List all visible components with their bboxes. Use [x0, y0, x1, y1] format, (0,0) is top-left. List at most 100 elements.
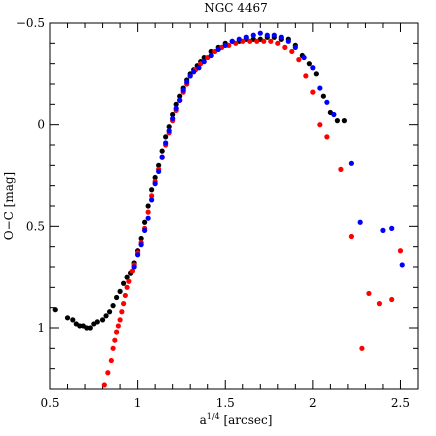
- data-points: [52, 30, 405, 388]
- data-point-black: [149, 187, 155, 193]
- data-point-red: [149, 193, 155, 199]
- data-point-black: [306, 61, 312, 67]
- data-point-blue: [159, 154, 165, 160]
- data-point-blue: [208, 52, 214, 59]
- data-point-blue: [292, 44, 298, 51]
- data-point-black: [94, 319, 100, 325]
- data-point-blue: [131, 264, 137, 270]
- data-point-black: [121, 280, 127, 286]
- data-point-red: [268, 38, 274, 44]
- data-point-blue: [191, 69, 197, 75]
- data-point-red: [376, 301, 383, 307]
- data-point-red: [126, 278, 132, 284]
- data-point-black: [163, 134, 169, 140]
- data-point-blue: [173, 105, 179, 111]
- y-tick-label: 0: [37, 118, 45, 132]
- data-point-red: [129, 268, 135, 274]
- data-point-blue: [317, 85, 323, 91]
- data-point-blue: [177, 97, 183, 103]
- data-point-black: [313, 71, 319, 77]
- data-point-blue: [170, 115, 176, 122]
- x-tick-label: 2: [309, 396, 317, 410]
- data-point-blue: [135, 252, 141, 258]
- x-tick-label: 0.5: [40, 396, 59, 410]
- data-point-blue: [145, 215, 151, 221]
- data-point-black: [341, 118, 347, 124]
- data-point-red: [247, 38, 253, 44]
- data-point-black: [106, 309, 113, 315]
- data-point-blue: [243, 34, 249, 40]
- data-point-red: [296, 57, 302, 63]
- data-point-blue: [138, 242, 144, 248]
- data-point-black: [145, 203, 151, 209]
- data-point-black: [64, 315, 71, 321]
- data-point-blue: [331, 111, 337, 118]
- y-tick-label: 1: [37, 321, 45, 335]
- data-point-red: [310, 89, 316, 95]
- data-point-black: [99, 317, 106, 323]
- data-point-red: [338, 166, 344, 172]
- data-point-blue: [348, 160, 355, 166]
- data-point-black: [70, 317, 76, 323]
- data-point-blue: [278, 34, 284, 40]
- data-point-blue: [324, 99, 330, 105]
- data-point-red: [145, 209, 151, 215]
- x-axis-label: a1/4 [arcsec]: [200, 412, 273, 427]
- data-point-red: [282, 44, 288, 51]
- data-point-red: [110, 345, 116, 351]
- data-point-blue: [250, 32, 256, 38]
- x-tick-label: 1: [134, 396, 142, 410]
- data-point-blue: [152, 181, 158, 187]
- data-point-black: [117, 288, 123, 294]
- data-point-red: [112, 337, 118, 343]
- data-point-blue: [166, 128, 172, 134]
- data-point-red: [119, 309, 125, 315]
- data-point-black: [113, 294, 120, 301]
- data-point-red: [275, 40, 281, 46]
- data-point-blue: [236, 36, 242, 42]
- data-point-red: [117, 317, 123, 323]
- data-point-black: [320, 93, 326, 99]
- data-point-black: [52, 307, 58, 313]
- x-axis-label-sup: 1/4: [207, 412, 220, 421]
- data-point-red: [397, 248, 404, 254]
- data-point-black: [156, 162, 162, 168]
- data-point-black: [110, 303, 116, 309]
- data-point-blue: [389, 225, 395, 231]
- data-point-blue: [301, 54, 307, 61]
- data-point-red: [113, 329, 120, 335]
- data-point-blue: [215, 46, 221, 53]
- data-point-red: [108, 357, 114, 364]
- data-point-blue: [380, 227, 386, 233]
- data-point-red: [254, 38, 260, 44]
- data-point-red: [115, 323, 121, 329]
- data-point-blue: [271, 32, 277, 38]
- x-tick-label: 2.5: [391, 396, 410, 410]
- data-point-blue: [285, 38, 291, 44]
- data-point-blue: [156, 168, 162, 175]
- x-tick-label: 1.5: [216, 396, 235, 410]
- data-point-blue: [196, 65, 202, 71]
- data-point-black: [87, 325, 93, 331]
- data-point-red: [105, 370, 111, 376]
- data-point-blue: [180, 87, 186, 93]
- data-point-black: [159, 148, 165, 154]
- data-point-blue: [201, 59, 207, 65]
- data-point-black: [173, 101, 179, 107]
- y-tick-label: 0.5: [26, 219, 45, 233]
- data-point-red: [124, 284, 130, 290]
- data-point-black: [177, 93, 183, 99]
- data-point-blue: [357, 219, 363, 225]
- data-point-black: [152, 174, 158, 181]
- y-tick-label: −0.5: [16, 16, 45, 30]
- y-axis-label: O−C [mag]: [2, 172, 16, 240]
- data-point-blue: [264, 32, 270, 38]
- chart-title: NGC 4467: [204, 1, 268, 15]
- data-point-blue: [149, 197, 155, 203]
- data-point-black: [142, 219, 148, 225]
- data-point-red: [389, 296, 395, 303]
- data-point-blue: [399, 262, 405, 268]
- data-point-black: [124, 274, 130, 280]
- data-point-red: [359, 345, 365, 351]
